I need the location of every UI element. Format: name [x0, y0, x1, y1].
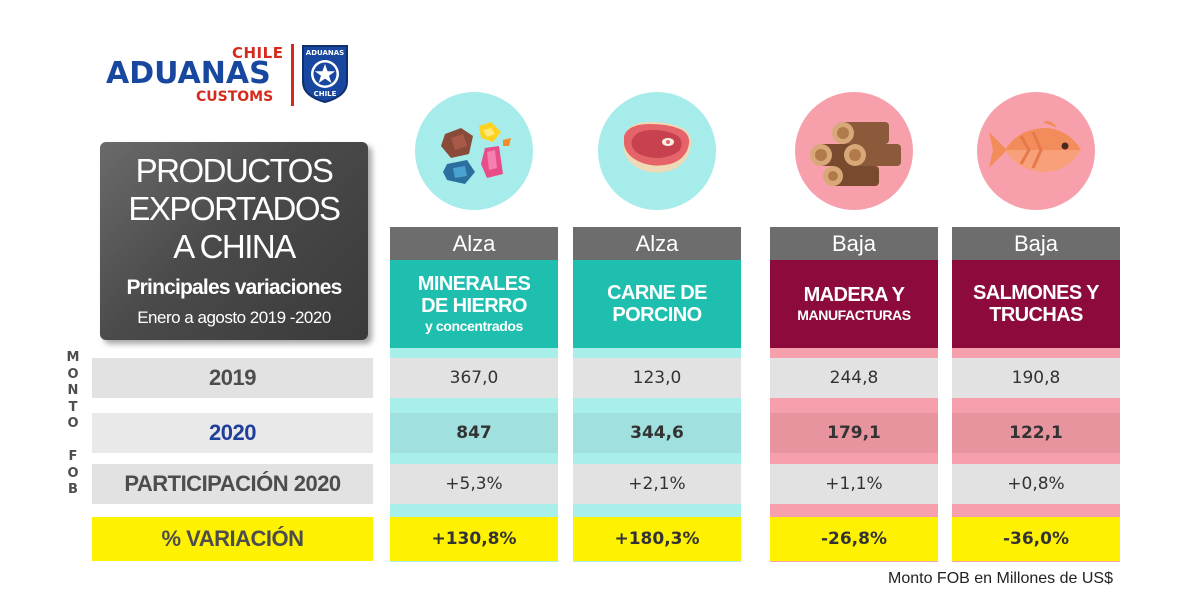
- value-variation: -26,8%: [770, 517, 938, 561]
- value-share-2020: +2,1%: [573, 464, 741, 504]
- row-label-share-2020: PARTICIPACIÓN 2020: [92, 464, 373, 504]
- logo-badge-bottom: CHILE: [314, 90, 337, 98]
- value-variation: +130,8%: [390, 517, 558, 561]
- side-label-space: [63, 433, 83, 450]
- product-name: MINERALES DE HIERRO y concentrados: [390, 260, 558, 348]
- value-2019: 190,8: [952, 358, 1120, 398]
- value-2020: 847: [390, 413, 558, 453]
- title-line-3: A CHINA: [173, 228, 296, 265]
- logo-badge-top: ADUANAS: [306, 49, 344, 57]
- product-name-line-1: SALMONES Y: [973, 282, 1099, 304]
- product-name: SALMONES Y TRUCHAS: [952, 260, 1120, 348]
- side-label-char: O: [67, 465, 79, 481]
- row-label-2019: 2019: [92, 358, 373, 398]
- trend-label: Alza: [390, 227, 558, 260]
- value-variation: -36,0%: [952, 517, 1120, 561]
- product-name-line-2: DE HIERRO: [421, 295, 527, 317]
- wood-logs-icon: [795, 92, 913, 210]
- title-date-range: Enero a agosto 2019 -2020: [137, 308, 331, 327]
- title-line-2: EXPORTADOS: [128, 190, 341, 227]
- product-name-line-1: MADERA Y: [803, 284, 905, 306]
- star-shield-icon: ADUANAS CHILE: [299, 42, 351, 104]
- footnote-units: Monto FOB en Millones de US$: [888, 570, 1113, 587]
- product-name-note: y concentrados: [425, 318, 523, 334]
- value-share-2020: +1,1%: [770, 464, 938, 504]
- side-label-char: N: [67, 383, 79, 398]
- value-2020: 122,1: [952, 413, 1120, 453]
- trend-label: Baja: [952, 227, 1120, 260]
- value-2019: 367,0: [390, 358, 558, 398]
- trend-label: Alza: [573, 227, 741, 260]
- side-label-monto-fob: M O N T O F O B: [63, 350, 83, 499]
- side-label-char: O: [67, 416, 79, 431]
- value-2020: 344,6: [573, 413, 741, 453]
- minerals-icon: [415, 92, 533, 210]
- logo-aduanas-text: ADUANAS: [106, 56, 271, 91]
- fish-icon: [977, 92, 1095, 210]
- value-variation: +180,3%: [573, 517, 741, 561]
- product-column-madera: Baja MADERA Y MANUFACTURAS 244,8 179,1 +…: [770, 0, 938, 614]
- side-label-char: O: [67, 366, 79, 382]
- product-name: CARNE DE PORCINO: [573, 260, 741, 348]
- value-2019: 123,0: [573, 358, 741, 398]
- side-label-char: B: [68, 482, 78, 497]
- value-2020: 179,1: [770, 413, 938, 453]
- page-title: PRODUCTOS EXPORTADOS A CHINA: [100, 152, 368, 266]
- product-name-line-2: PORCINO: [612, 304, 702, 326]
- row-label-2020: 2020: [92, 413, 373, 453]
- product-column-minerales: Alza MINERALES DE HIERRO y concentrados …: [390, 0, 558, 614]
- value-share-2020: +0,8%: [952, 464, 1120, 504]
- product-name-line-2: MANUFACTURAS: [797, 307, 911, 323]
- side-label-char: T: [68, 399, 78, 415]
- value-2019: 244,8: [770, 358, 938, 398]
- product-name-line-1: CARNE DE: [607, 282, 707, 304]
- title-subtitle: Principales variaciones: [126, 276, 342, 299]
- trend-label: Baja: [770, 227, 938, 260]
- product-column-carne-porcino: Alza CARNE DE PORCINO 123,0 344,6 +2,1% …: [573, 0, 741, 614]
- side-label-char: F: [68, 449, 78, 464]
- row-label-variation: % VARIACIÓN: [92, 517, 373, 561]
- title-card: PRODUCTOS EXPORTADOS A CHINA Principales…: [100, 142, 368, 340]
- product-name-line-2: TRUCHAS: [989, 304, 1083, 326]
- logo-divider: [291, 44, 294, 106]
- side-label-char: M: [66, 350, 80, 365]
- product-name: MADERA Y MANUFACTURAS: [770, 260, 938, 348]
- title-line-1: PRODUCTOS: [135, 152, 334, 189]
- product-name-line-1: MINERALES: [417, 273, 531, 295]
- logo-customs-text: CUSTOMS: [196, 89, 274, 105]
- value-share-2020: +5,3%: [390, 464, 558, 504]
- meat-icon: [598, 92, 716, 210]
- logo-chile-text: CHILE: [232, 44, 284, 62]
- product-column-salmones: Baja SALMONES Y TRUCHAS 190,8 122,1 +0,8…: [952, 0, 1120, 614]
